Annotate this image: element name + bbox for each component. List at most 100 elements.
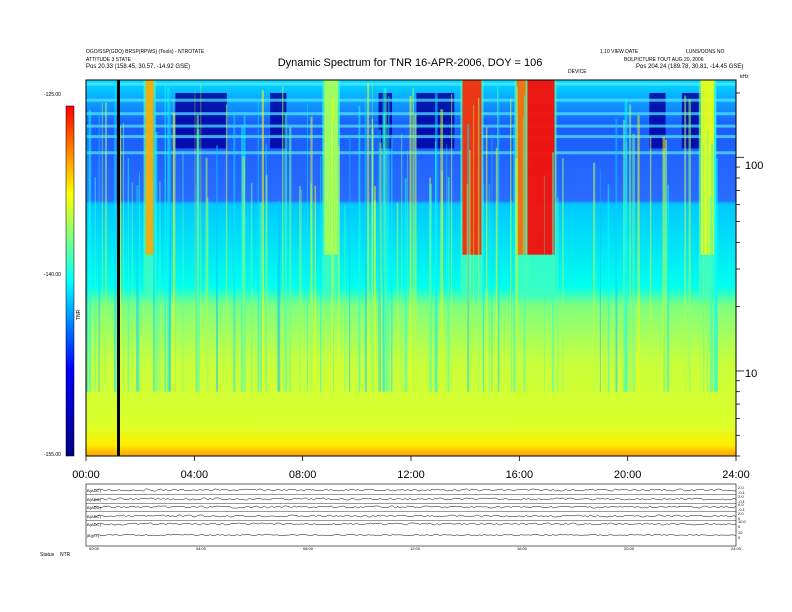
streak-110: [333, 120, 334, 392]
panel-trace-4: [93, 522, 737, 526]
streak-80: [467, 123, 470, 392]
streak-87: [495, 147, 498, 392]
streak-43: [409, 95, 412, 392]
streak-118: [250, 183, 253, 392]
streak-85: [637, 115, 640, 392]
header-info-line2: ATTITUDE 3 STATE: [86, 57, 132, 63]
streak-21: [225, 104, 228, 392]
lower-x-tick-label-3: 12:00: [410, 546, 421, 551]
streak-112: [242, 156, 246, 392]
panel-right-tick-top-0: 2.0: [738, 485, 744, 490]
streak-25: [167, 87, 170, 392]
streak-51: [709, 195, 712, 392]
streak-135: [306, 104, 308, 392]
magnetometer-panels: B(ADC)2.0-0.1B(ADC)2.0-0.1B(ADC)0.0-0.1B…: [85, 483, 747, 551]
streak-61: [434, 141, 437, 392]
streak-20: [446, 144, 448, 392]
panel-label-0: B(ADC): [87, 488, 101, 493]
streak-89: [94, 177, 96, 392]
colorbar: [65, 105, 75, 457]
streak-7: [358, 105, 361, 392]
x-tick-label-1: 04:00: [181, 469, 209, 481]
streak-81: [86, 127, 88, 392]
streak-60: [168, 90, 171, 392]
streak-131: [114, 80, 117, 392]
colorbar-tick-mid: -140.00: [44, 272, 61, 278]
streak-74: [378, 129, 381, 392]
streak-90: [122, 123, 125, 392]
streak-128: [310, 116, 313, 392]
dark-band-4: [649, 92, 666, 149]
streak-70: [447, 176, 450, 392]
panel-right-tick-bottom-3: 0: [738, 516, 741, 521]
streak-138: [632, 133, 635, 392]
streak-99: [593, 162, 596, 392]
streak-67: [684, 95, 687, 392]
streak-86: [98, 111, 100, 392]
streak-15: [706, 129, 709, 392]
streak-71: [622, 119, 626, 392]
panel-label-5: |B|(nT): [87, 533, 100, 538]
panel-right-tick-top-4: 10.0: [738, 519, 747, 524]
streak-32: [599, 169, 601, 392]
streak-47: [412, 88, 415, 392]
streak-53: [284, 112, 288, 392]
panel-label-3: B(ADC): [87, 514, 101, 519]
panel-right-tick-bottom-5: 0: [738, 535, 741, 540]
burst-0: [145, 80, 154, 255]
burst-3: [516, 80, 528, 255]
streak-111: [88, 110, 92, 392]
streak-4: [522, 116, 524, 392]
streak-130: [628, 104, 632, 392]
x-tick-label-5: 20:00: [614, 469, 642, 481]
lower-x-tick-label-5: 20:00: [624, 546, 635, 551]
streak-97: [485, 127, 488, 392]
streak-56: [401, 134, 403, 392]
lower-x-tick-label-2: 08:00: [303, 546, 314, 551]
streak-83: [367, 82, 370, 392]
panel-trace-5: [93, 534, 737, 536]
colorbar-tick-bottom: -155.00: [44, 452, 61, 458]
panel-right-tick-top-2: 0.0: [738, 502, 744, 507]
freq-stripe-0: [86, 82, 736, 86]
lower-x-tick-label-0: 00:00: [89, 546, 100, 551]
header-device-label: DEVICE: [568, 69, 587, 75]
streak-92: [139, 172, 141, 392]
streak-17: [257, 99, 259, 392]
streak-49: [514, 105, 516, 392]
panel-label-2: B(ADC): [87, 505, 101, 510]
header-position-right: Pos 204.24 (189.78, 30.81, -14.45 GSE): [636, 64, 744, 70]
header-info-right1: 1.10 VIEW DATE: [600, 49, 639, 55]
streak-72: [482, 184, 485, 392]
panel-trace-3: [93, 514, 737, 518]
streak-45: [372, 81, 373, 392]
streak-44: [440, 109, 444, 392]
streak-114: [172, 99, 174, 392]
streak-29: [435, 91, 438, 392]
streak-77: [615, 118, 618, 392]
streak-113: [497, 91, 500, 392]
streak-34: [396, 202, 399, 392]
streak-64: [607, 184, 610, 392]
streak-101: [344, 204, 346, 392]
streak-46: [510, 98, 512, 392]
streak-122: [414, 114, 417, 392]
panel-trace-1: [93, 497, 737, 501]
streak-139: [497, 86, 499, 392]
streak-78: [386, 124, 388, 392]
lower-x-tick-label-6: 24:00: [731, 546, 742, 551]
streak-18: [261, 90, 265, 392]
streak-3: [513, 122, 515, 392]
streak-37: [136, 185, 139, 392]
panel-right-tick-top-5: 10: [738, 530, 743, 535]
streak-96: [388, 96, 390, 392]
streak-88: [473, 104, 475, 392]
streak-127: [624, 98, 628, 392]
streak-12: [477, 98, 480, 392]
streak-22: [259, 202, 263, 392]
panel-right-tick-bottom-1: -0.1: [738, 499, 746, 504]
streak-6: [164, 83, 167, 392]
panel-trace-2: [93, 505, 737, 509]
x-tick-label-0: 00:00: [72, 469, 100, 481]
streak-69: [711, 142, 714, 392]
